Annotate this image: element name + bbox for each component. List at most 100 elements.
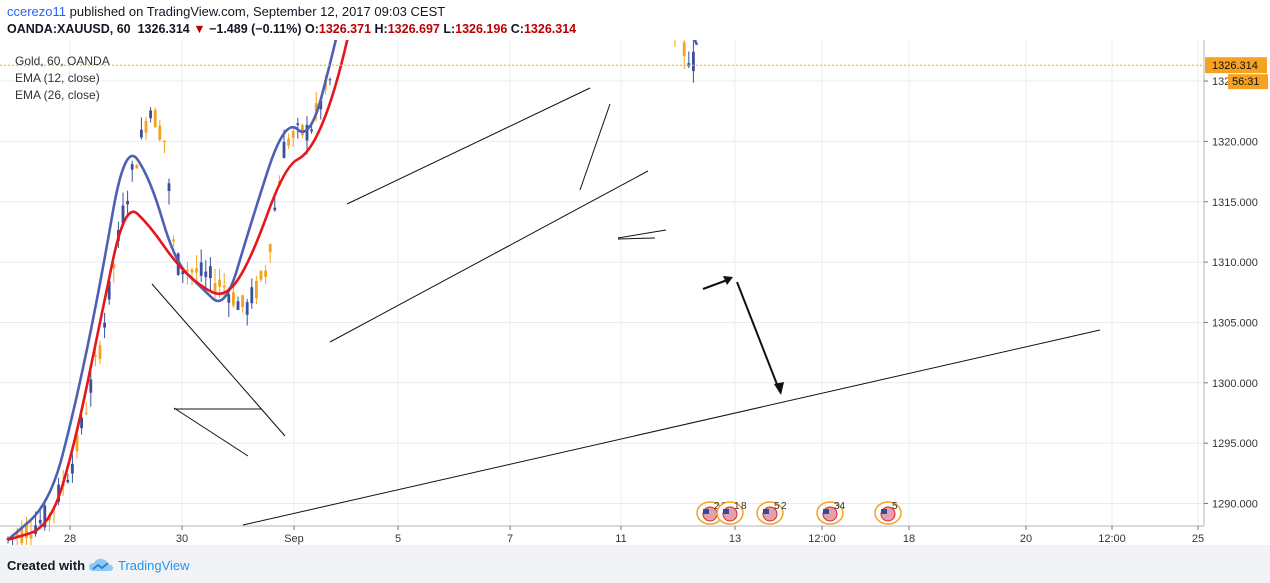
drawings — [0, 64, 1204, 526]
event-count: 8 — [741, 501, 747, 512]
last-price: 1326.314 — [137, 22, 190, 36]
last-price-text: 1326.314 — [1212, 60, 1258, 72]
price-axis: 1290.000 1295.000 1300.000 1305.000 1310.000… — [1203, 16, 1270, 545]
grid — [0, 20, 1204, 526]
legend-ema12: EMA (12, close) — [15, 71, 100, 85]
candle-body — [84, 412, 88, 414]
low-label: L: — [443, 22, 456, 36]
ema-lines — [7, 0, 699, 541]
low-value: 1326.196 — [455, 22, 508, 36]
candle-body — [153, 110, 157, 128]
candle-body — [245, 302, 249, 315]
time-tick-label: 11 — [615, 533, 626, 545]
flag-top-line — [617, 237, 656, 240]
candle-body — [236, 301, 240, 310]
countdown-tag — [1228, 74, 1268, 90]
event-count: 5 — [774, 501, 780, 512]
arrowhead-icon — [723, 276, 733, 285]
candle-body — [273, 207, 277, 211]
candle-body — [149, 110, 152, 119]
candle-body — [144, 120, 148, 133]
candle-body — [291, 131, 295, 138]
candle-body — [163, 140, 166, 143]
channel-break-line — [579, 103, 611, 191]
open-label: O: — [305, 22, 319, 36]
price-chart[interactable]: 1290.000 1295.000 1300.000 1305.000 1310.000… — [0, 0, 1270, 553]
time-tick-label: Sep — [284, 533, 304, 545]
author-link[interactable]: ccerezo11 — [7, 4, 67, 19]
candle-body — [80, 417, 83, 429]
price-change: −1.489 (−0.11%) — [209, 22, 302, 36]
candle-body — [255, 280, 258, 299]
time-tick-label: 25 — [1192, 533, 1204, 545]
candle-body — [282, 141, 286, 158]
candle-body — [43, 505, 47, 528]
candle-body — [130, 164, 134, 170]
candle-body — [15, 532, 19, 537]
wedge-upper-line — [151, 283, 286, 437]
candle-body — [121, 205, 125, 224]
candle-body — [75, 434, 79, 452]
price-tick-label: 1295.000 — [1212, 438, 1258, 450]
candle-body — [66, 479, 70, 483]
time-axis: 28 30 Sep 5 7 11 13 12:00 18 20 12:00 25 — [0, 525, 1204, 545]
event-count: 1 — [734, 501, 740, 512]
support-trendline — [242, 329, 1101, 526]
time-tick-label: 30 — [176, 533, 188, 545]
candle-body — [204, 271, 208, 278]
candle-body — [57, 484, 60, 502]
candle-body — [682, 42, 686, 56]
event-count: 2 — [781, 501, 787, 512]
time-tick-label: 7 — [507, 533, 513, 545]
time-tick-label: 5 — [395, 533, 401, 545]
candle-body — [103, 322, 106, 328]
time-tick-label: 20 — [1020, 533, 1032, 545]
candle-body — [38, 519, 42, 524]
candle-body — [310, 129, 313, 132]
close-label: C: — [510, 22, 524, 36]
candle-body — [319, 100, 323, 110]
flag-canton-icon — [823, 509, 829, 514]
symbol-line: OANDA:XAUUSD, 60 1326.314 ▼ −1.489 (−0.1… — [7, 22, 576, 36]
candle-body — [227, 294, 231, 303]
candle-body — [305, 124, 309, 141]
candle-body — [89, 379, 93, 393]
legend-ema26: EMA (26, close) — [15, 88, 100, 102]
candle-body — [190, 269, 194, 273]
event-count: 34 — [834, 501, 846, 512]
header-bar: ccerezo11 published on TradingView.com, … — [0, 0, 1270, 41]
candle-body — [296, 123, 300, 125]
high-label: H: — [374, 22, 388, 36]
tradingview-cloud-icon — [89, 558, 113, 571]
legend-title: Gold, 60, OANDA — [15, 54, 110, 68]
time-tick-label: 12:00 — [1098, 533, 1126, 545]
candle-body — [222, 285, 226, 288]
candle-body — [186, 269, 189, 272]
projection-arrow-down — [736, 281, 781, 393]
candle-body — [314, 103, 318, 112]
candle-body — [232, 292, 235, 306]
candle-body — [250, 287, 254, 304]
ema12-line — [7, 0, 699, 541]
candle-body — [94, 355, 97, 358]
candle-body — [218, 279, 221, 287]
high-value: 1326.697 — [387, 22, 440, 36]
candle-body — [195, 268, 198, 273]
price-tick-label: 1310.000 — [1212, 257, 1258, 269]
candle-body — [268, 244, 272, 253]
price-tick-label: 1315.000 — [1212, 197, 1258, 209]
price-axis-bg — [1204, 40, 1270, 545]
tradingview-brand[interactable]: TradingView — [118, 558, 190, 573]
candle-body — [25, 524, 28, 539]
event-count: 2 — [714, 501, 720, 512]
flag-canton-icon — [763, 509, 769, 514]
chart-area[interactable]: 1290.000 1295.000 1300.000 1305.000 1310.000… — [0, 0, 1270, 553]
candle-body — [112, 264, 116, 269]
flag-canton-icon — [881, 509, 887, 514]
candles — [6, 0, 695, 553]
price-tick-label: 1290.000 — [1212, 499, 1258, 511]
symbol-label: OANDA:XAUUSD, 60 — [7, 22, 131, 36]
candle-body — [71, 463, 74, 474]
time-tick-label: 18 — [903, 533, 915, 545]
publish-text: published on TradingView.com, September … — [66, 4, 446, 19]
